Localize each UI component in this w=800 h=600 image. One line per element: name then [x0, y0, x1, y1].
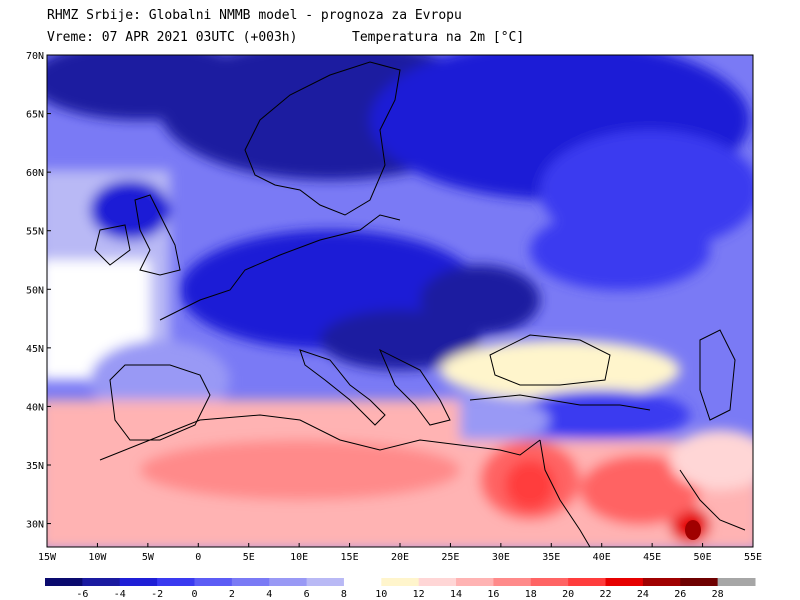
colorbar-swatch [717, 578, 756, 586]
lon-tick-label: 10W [88, 552, 107, 563]
lat-tick-label: 35N [26, 461, 44, 472]
colorbar-labels: -6 -4 -2 0 2 4 6 8 10 12 14 16 18 20 22 24 26 28 [76, 589, 723, 600]
colorbar-label: -4 [114, 589, 126, 600]
lon-tick-label: 15E [341, 552, 359, 563]
colorbar-label: 24 [637, 589, 649, 600]
colorbar-label: 28 [712, 589, 724, 600]
longitude-labels: 15W 10W 5W 0 5E 10E 15E 20E 25E 30E 35E 40E 45E 50E 55… [38, 543, 762, 563]
colorbar-label: -2 [151, 589, 163, 600]
colorbar-swatch [493, 578, 532, 586]
colorbar-swatch [456, 578, 494, 586]
lon-tick-label: 50E [694, 552, 712, 563]
lon-tick-label: 5W [142, 552, 155, 563]
lon-tick-label: 15W [38, 552, 57, 563]
colorbar-swatch [418, 578, 457, 586]
colorbar-swatch [231, 578, 270, 586]
forecast-time-label: Vreme: 07 APR 2021 03UTC (+003h) [47, 30, 298, 45]
colorbar-swatch [642, 578, 681, 586]
latitude-labels: 70N 65N 60N 55N 50N 45N 40N 35N 30N [26, 51, 51, 531]
lat-tick-label: 40N [26, 402, 44, 413]
colorbar-swatch [119, 578, 158, 586]
lat-tick-label: 65N [26, 110, 44, 121]
colorbar-swatch [45, 578, 83, 586]
colorbar-label: 22 [600, 589, 612, 600]
chart-title-line-1: RHMZ Srbije: Globalni NMMB model - progn… [47, 8, 462, 23]
coastlines [94, 61, 746, 547]
colorbar-label: 20 [562, 589, 574, 600]
colorbar-label: 10 [375, 589, 387, 600]
colorbar-swatch [605, 578, 644, 586]
colorbar-swatch [269, 578, 308, 586]
colorbar [45, 578, 756, 586]
lon-tick-label: 25E [441, 552, 459, 563]
lon-tick-label: 55E [744, 552, 762, 563]
colorbar-label: 26 [674, 589, 686, 600]
lon-tick-label: 30E [492, 552, 510, 563]
colorbar-swatch [82, 578, 121, 586]
lat-tick-label: 30N [26, 520, 44, 531]
lat-tick-label: 70N [26, 51, 44, 62]
lat-tick-label: 60N [26, 168, 44, 179]
lat-tick-label: 55N [26, 227, 44, 238]
colorbar-label: 4 [266, 589, 272, 600]
colorbar-label: 6 [304, 589, 310, 600]
colorbar-swatch [343, 578, 382, 586]
colorbar-label: 16 [487, 589, 499, 600]
colorbar-label: 0 [191, 589, 197, 600]
lon-tick-label: 35E [542, 552, 560, 563]
colorbar-swatch [194, 578, 233, 586]
lon-tick-label: 20E [391, 552, 409, 563]
colorbar-swatch [157, 578, 195, 586]
lon-tick-label: 45E [643, 552, 661, 563]
colorbar-label: -6 [76, 589, 88, 600]
lon-tick-label: 0 [195, 552, 201, 563]
colorbar-label: 12 [413, 589, 425, 600]
lon-tick-label: 40E [593, 552, 611, 563]
colorbar-label: 8 [341, 589, 347, 600]
lon-tick-label: 5E [243, 552, 255, 563]
colorbar-swatch [530, 578, 569, 586]
variable-label: Temperatura na 2m [°C] [352, 30, 525, 45]
lat-tick-label: 45N [26, 344, 44, 355]
colorbar-swatch [568, 578, 607, 586]
lat-tick-label: 50N [26, 285, 44, 296]
colorbar-label: 14 [450, 589, 462, 600]
colorbar-swatch [306, 578, 345, 586]
colorbar-swatch [680, 578, 719, 586]
colorbar-label: 18 [525, 589, 537, 600]
temperature-field [47, 55, 753, 547]
colorbar-swatch [381, 578, 420, 586]
colorbar-label: 2 [229, 589, 235, 600]
lon-tick-label: 10E [290, 552, 308, 563]
